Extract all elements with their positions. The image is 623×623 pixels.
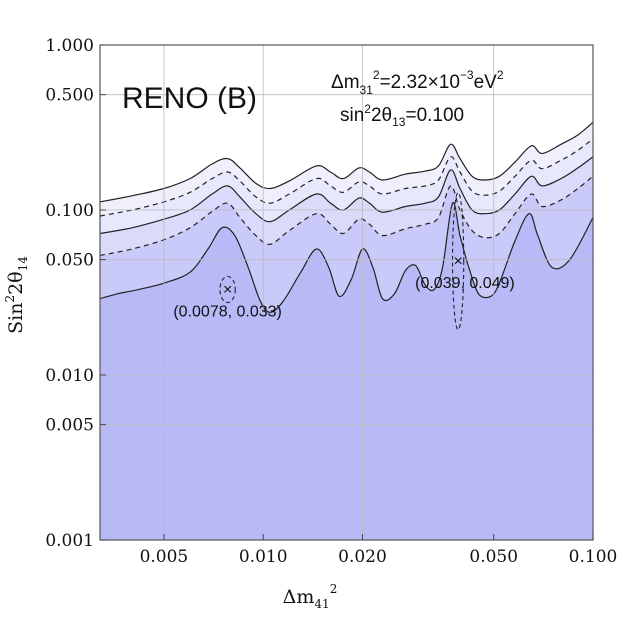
grid-lines <box>100 45 593 540</box>
best-fit-marker-2-label: (0.039, 0.049) <box>415 275 515 292</box>
y-tick-label: 0.500 <box>45 86 94 106</box>
island-right <box>451 192 465 331</box>
best-fit-markers: × (0.0078, 0.033) × (0.039, 0.049) <box>173 253 514 320</box>
param-sin2theta13: sin22θ13=0.100 <box>340 102 464 129</box>
y-tick-label: 0.001 <box>45 531 94 551</box>
param-delta-m31: Δm312=2.32×10−3eV2 <box>331 68 504 97</box>
best-fit-marker-1: × <box>223 281 232 298</box>
chart-title: RENO (B) <box>122 82 257 115</box>
contour-4sigma-line <box>100 138 593 217</box>
plot-frame <box>99 44 594 541</box>
contour-5sigma-line <box>100 121 593 203</box>
y-tick-label: 0.100 <box>45 201 94 221</box>
contour-2sigma-line <box>100 175 593 257</box>
y-tick-label: 0.005 <box>45 416 94 436</box>
y-axis-label: Sin22θ14 <box>3 256 30 334</box>
y-tick-label: 0.050 <box>45 251 94 271</box>
x-tick-label: 0.010 <box>239 547 288 567</box>
y-tick-label: 0.010 <box>45 366 94 386</box>
x-tick-label: 0.100 <box>569 547 618 567</box>
x-tick-label: 0.050 <box>469 547 518 567</box>
x-tick-label: 0.005 <box>140 547 189 567</box>
axis-ticks: 0.005 0.010 0.020 0.050 0.100 0.001 0.005 0.010… <box>45 36 617 567</box>
contour-regions <box>100 121 593 540</box>
x-tick-label: 0.020 <box>338 547 387 567</box>
y-tick-label: 1.000 <box>45 36 94 56</box>
x-axis-label: Δm412 <box>283 582 338 611</box>
contour-1sigma-line <box>100 202 593 313</box>
contour-islands <box>219 192 465 331</box>
contour-3sigma-line <box>100 156 593 235</box>
contour-1sigma-fill <box>100 202 593 540</box>
best-fit-marker-2: × <box>453 253 462 270</box>
best-fit-marker-1-label: (0.0078, 0.033) <box>173 303 282 320</box>
island-left <box>219 275 236 304</box>
